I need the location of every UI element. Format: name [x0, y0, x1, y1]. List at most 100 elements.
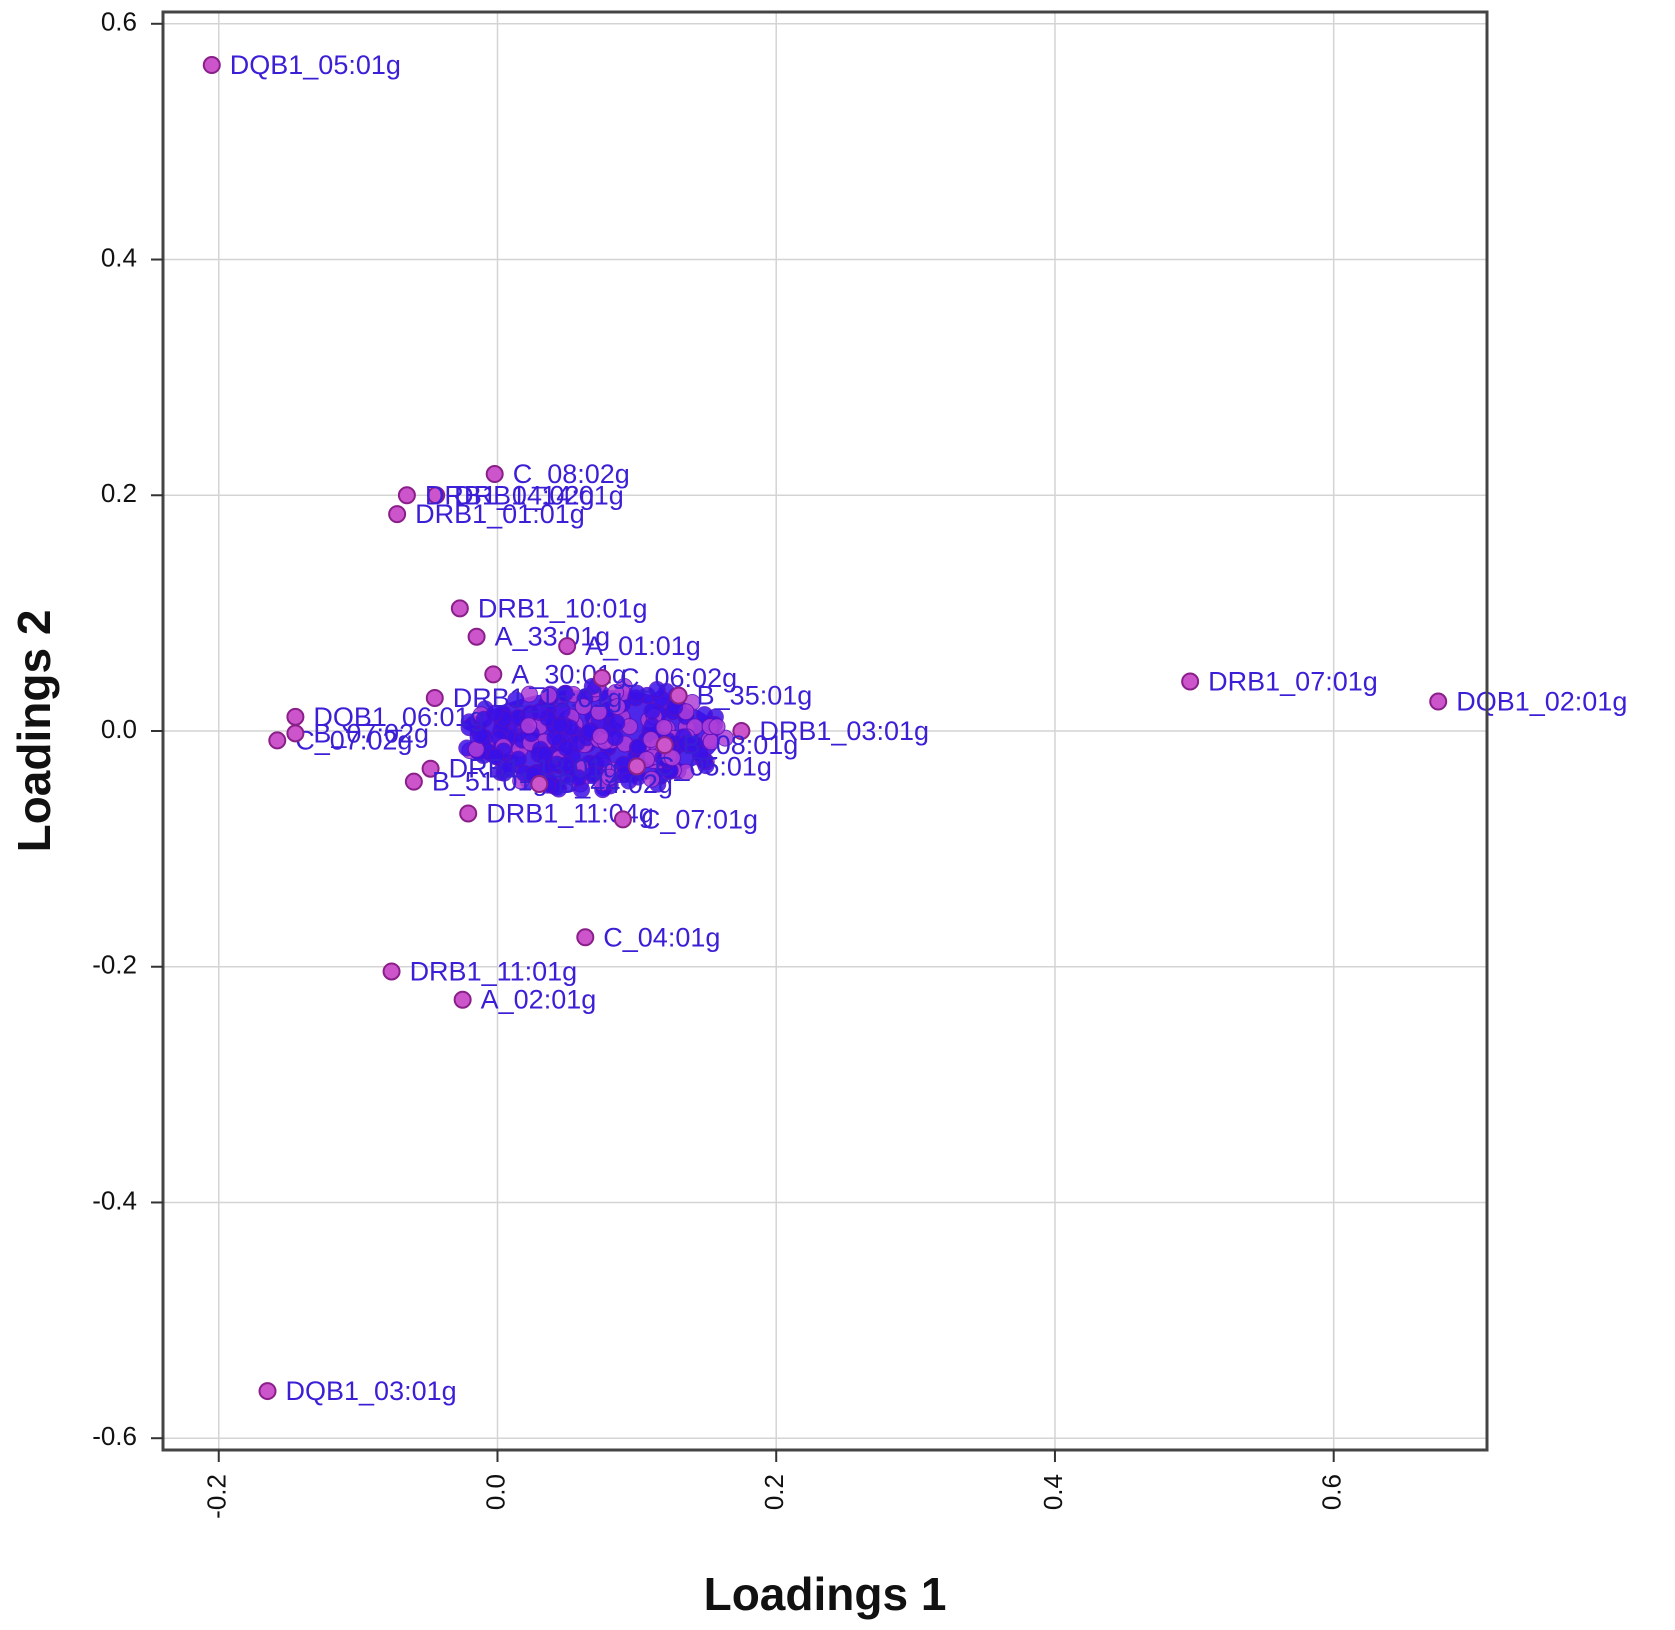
data-point: [421, 759, 440, 778]
data-point: [467, 627, 486, 646]
cluster-point: [643, 770, 661, 788]
cluster-point: [574, 698, 592, 716]
point-label: C_05:01g: [655, 751, 772, 781]
y-tick-label: 0.4: [101, 242, 137, 272]
point-label: DQB1_05:01g: [230, 50, 401, 80]
cluster-point: [608, 714, 626, 732]
axis-ticks: -0.2 0.0 0.2 0.4 0.6 -0.6 -0.4 -0.2 0.0 0.2 0.4 0.6: [92, 7, 1346, 1519]
cluster-point: [590, 703, 608, 721]
point-label: DRB1_03:01g: [759, 716, 929, 746]
data-points: DQB1_05:01g DQB1_03:01g DRB1_07:01g DQB1_02…: [202, 50, 1627, 1406]
data-point: [732, 722, 751, 740]
cluster-point: [520, 717, 538, 735]
data-point: [1181, 672, 1200, 691]
cluster-point: [663, 749, 681, 767]
point-label: DRB1_11:01g: [410, 956, 578, 986]
data-point: [258, 1382, 277, 1401]
y-tick-label: 0.0: [101, 714, 137, 744]
data-point: [286, 724, 305, 743]
data-point: [655, 736, 674, 755]
dense-point-cluster: [458, 676, 734, 799]
cluster-point: [648, 681, 666, 699]
point-label: DRB1_10:01g: [478, 593, 648, 623]
cluster-point: [606, 729, 624, 747]
point-label: C_07:02g: [295, 725, 412, 755]
data-point: [485, 465, 504, 484]
data-point: [613, 810, 632, 829]
point-label: DRB1_07:01g: [1208, 666, 1378, 696]
point-label: DQB1_03:01g: [286, 1376, 457, 1406]
cluster-point: [708, 718, 726, 736]
x-axis-title: Loadings 1: [704, 1568, 947, 1620]
grid-lines: [163, 12, 1487, 1450]
cluster-point: [628, 684, 646, 702]
x-tick-label: 0.6: [1317, 1474, 1347, 1510]
y-tick-label: 0.2: [101, 478, 137, 508]
cluster-point: [531, 702, 549, 720]
data-point: [268, 731, 287, 750]
x-tick-label: 0.0: [480, 1474, 510, 1510]
point-label: DRB1_04:02g: [425, 480, 595, 510]
data-point: [286, 707, 305, 726]
data-point: [425, 688, 444, 707]
data-point: [593, 668, 612, 687]
point-label: DRB1_14:01g: [454, 480, 624, 510]
cluster-point: [556, 684, 574, 702]
point-label: B_35:01g: [697, 681, 813, 711]
point-label: DQB1_06:01g: [313, 702, 484, 732]
point-label: C_04:01g: [603, 922, 720, 952]
data-point: [397, 486, 416, 505]
y-tick-label: -0.4: [92, 1185, 137, 1215]
point-label: A_33:01g: [495, 622, 611, 652]
y-tick-label: -0.2: [92, 950, 137, 980]
data-point: [484, 665, 503, 684]
cluster-point: [608, 698, 626, 716]
cluster-point: [557, 739, 575, 757]
point-label: DRB1_01:01g: [415, 499, 585, 529]
x-tick-label: 0.4: [1038, 1474, 1068, 1510]
cluster-point: [601, 768, 619, 786]
cluster-point: [471, 726, 489, 744]
cluster-point: [716, 729, 734, 747]
data-point: [388, 505, 407, 524]
cluster-point: [584, 765, 602, 783]
cluster-point: [643, 702, 661, 720]
cluster-point: [507, 691, 525, 709]
data-point: [1429, 692, 1448, 711]
point-label: B_51:01g: [432, 767, 548, 797]
point-label: C_08:02g: [513, 459, 630, 489]
cluster-point: [591, 727, 609, 745]
cluster-point: [487, 748, 505, 766]
data-point: [427, 486, 446, 505]
point-label: B_44:02g: [557, 769, 673, 799]
cluster-point: [683, 735, 701, 753]
data-point: [450, 599, 469, 618]
cluster-point: [593, 750, 611, 768]
point-label: A_01:01g: [585, 631, 701, 661]
point-label: C_07:01g: [641, 804, 758, 834]
data-point: [202, 56, 221, 75]
cluster-point: [620, 772, 638, 790]
point-label: A_02:01g: [481, 985, 597, 1015]
data-point: [576, 928, 595, 947]
cluster-point: [499, 760, 517, 778]
y-tick-label: -0.6: [92, 1421, 137, 1451]
cluster-point: [536, 745, 554, 763]
point-label: B_07:02g: [313, 718, 429, 748]
data-point: [558, 637, 577, 656]
data-point: [459, 804, 478, 823]
data-point: [530, 775, 549, 794]
cluster-point: [655, 719, 673, 737]
point-label: DRB1_15:01g: [453, 683, 623, 713]
cluster-point: [509, 750, 527, 768]
cluster-point: [553, 702, 571, 720]
cluster-point: [556, 756, 574, 774]
cluster-point: [551, 716, 569, 734]
y-axis-title: Loadings 2: [8, 610, 60, 853]
point-label: B_08:01g: [683, 730, 799, 760]
data-point: [382, 962, 401, 981]
data-point: [627, 757, 646, 776]
point-label: DQB1_02:01g: [1456, 687, 1627, 717]
y-tick-label: 0.6: [101, 7, 137, 37]
